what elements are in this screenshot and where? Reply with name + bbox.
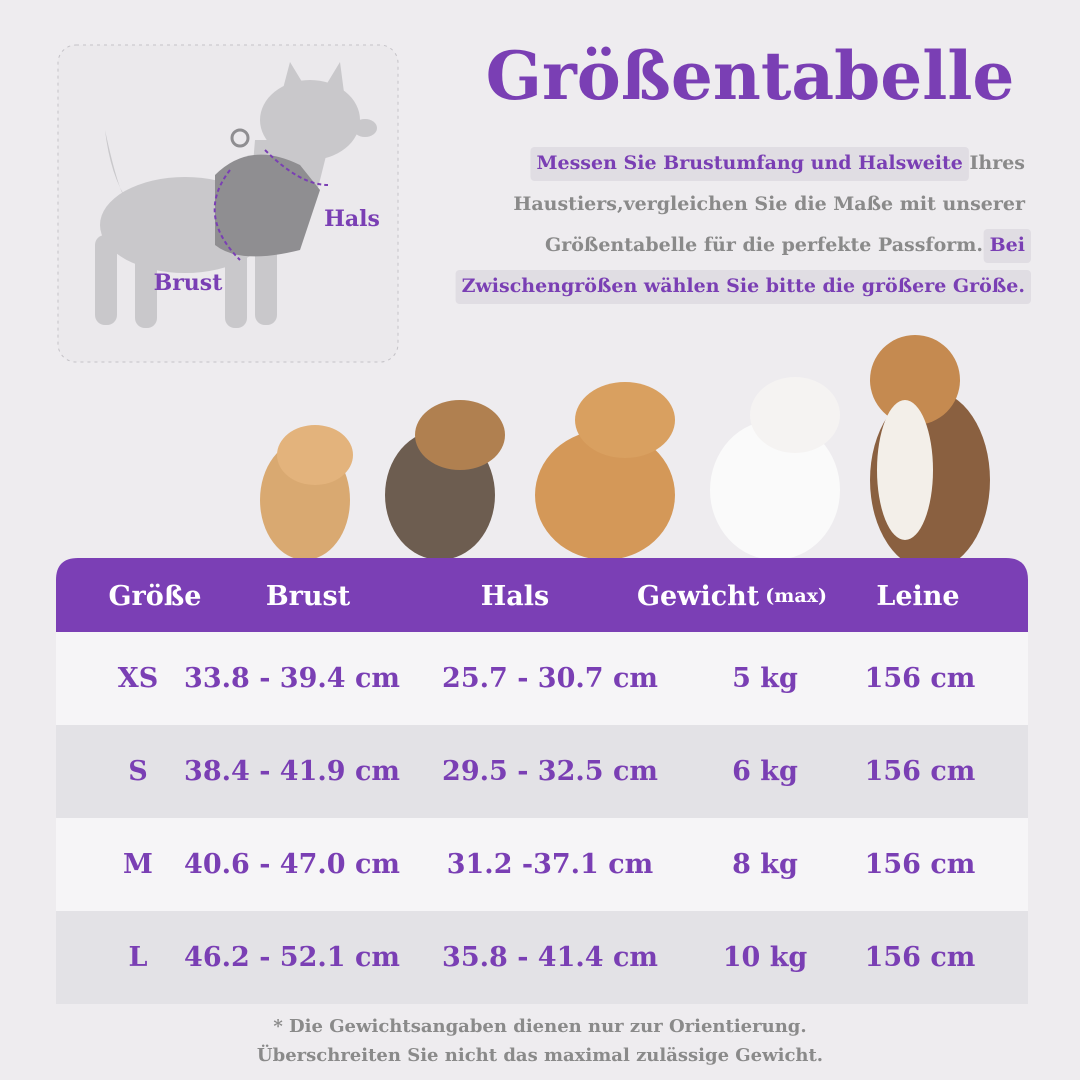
description-text: Haustiers,vergleichen Sie die Maße mit u… [513, 193, 1026, 215]
description-line: Haustiers,vergleichen Sie die Maße mit u… [513, 193, 1026, 215]
chest-label: Brust [154, 270, 224, 296]
description-line: Zwischengrößen wählen Sie bitte die größ… [462, 275, 1025, 297]
cell: S [128, 756, 148, 787]
footnote-line: * Die Gewichtsangaben dienen nur zur Ori… [273, 1016, 806, 1037]
cell: 33.8 - 39.4 cm [184, 663, 400, 694]
cell: 6 kg [732, 756, 798, 787]
header-text: Größe [109, 581, 202, 612]
cell: 46.2 - 52.1 cm [184, 942, 400, 973]
header-text: Brust [266, 581, 351, 612]
highlight-text: Zwischengrößen wählen Sie bitte die größ… [462, 275, 1025, 297]
cell: 8 kg [732, 849, 798, 880]
highlight-text: Bei [990, 234, 1025, 256]
cell: M [123, 849, 153, 880]
dogs [260, 335, 990, 570]
header-cell: Brust [266, 581, 351, 612]
size-table: Größe Brust Hals Gewicht (max) Leine XS 33.8 - … [56, 558, 1028, 1004]
cell: 25.7 - 30.7 cm [442, 663, 658, 694]
highlight-text: Messen Sie Brustumfang und Halsweite [536, 152, 962, 174]
cell: 29.5 - 32.5 cm [442, 756, 658, 787]
header-cell: Leine [876, 581, 959, 612]
highlight-box [983, 229, 1031, 263]
description-line: Messen Sie Brustumfang und Halsweite Ihr… [536, 152, 1025, 174]
cell: 156 cm [865, 756, 976, 787]
header-text: Hals [481, 581, 549, 612]
row-band [56, 725, 1028, 818]
title: Größentabelle [486, 37, 1015, 115]
header-text: Gewicht [637, 581, 760, 612]
cell: 156 cm [865, 663, 976, 694]
header-cell: Gewicht (max) [637, 581, 827, 612]
header-note: (max) [765, 585, 827, 607]
highlight-box [530, 147, 969, 181]
cell: 156 cm [865, 849, 976, 880]
cell: 38.4 - 41.9 cm [184, 756, 400, 787]
footnote-line: Überschreiten Sie nicht das maximal zulä… [257, 1043, 823, 1066]
header-cell: Hals [481, 581, 549, 612]
cell: L [129, 942, 148, 973]
header-bar [56, 558, 1028, 632]
description-line: Größentabelle für die perfekte Passform.… [545, 234, 1025, 256]
cell: 31.2 -37.1 cm [447, 849, 654, 880]
harness-ring [230, 128, 250, 148]
cell: XS [118, 663, 158, 694]
cell: 40.6 - 47.0 cm [184, 849, 400, 880]
cell: 10 kg [723, 942, 808, 973]
description: Messen Sie Brustumfang und Halsweite Ihr… [455, 147, 1031, 304]
description-text: Ihres [963, 152, 1025, 174]
header-cell: Größe [109, 581, 202, 612]
row-band [56, 911, 1028, 1004]
harness [215, 154, 320, 257]
neck-measure [264, 149, 329, 186]
neck-label: Hals [324, 206, 380, 232]
highlight-box [455, 270, 1031, 304]
cell: 5 kg [732, 663, 798, 694]
cell: 35.8 - 41.4 cm [442, 942, 658, 973]
cell: 156 cm [865, 942, 976, 973]
description-text: Größentabelle für die perfekte Passform. [545, 234, 990, 256]
header-text: Leine [876, 581, 959, 612]
footnote: * Die Gewichtsangaben dienen nur zur Ori… [257, 1016, 823, 1066]
